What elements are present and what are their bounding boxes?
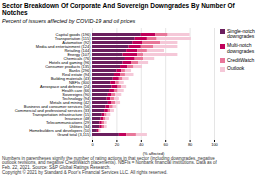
html-text:CreditWatch: CreditWatch [227,56,255,63]
svg-text:Aerospace and defense (24): Aerospace and defense (24) [40,83,91,89]
svg-text:Sovereigns (90): Sovereigns (90) [62,91,91,97]
html-text:outlook revisions, and negativ: outlook revisions, and negative CreditWa… [2,160,217,166]
html-text:Copyright © 2021 by Standard &: Copyright © 2021 by Standard & Poor's Fi… [2,170,168,176]
svg-text:Real estate (94): Real estate (94) [62,71,91,77]
html-text:Sector Breakdown Of Corporate: Sector Breakdown Of Corporate And Sovere… [2,2,235,17]
svg-text:Insurance (48): Insurance (48) [64,115,91,121]
svg-text:Banks (296): Banks (296) [68,67,91,73]
svg-text:Telecommunications (29): Telecommunications (29) [46,119,91,125]
html-text:Feb. 22, 2021. Source: S&P Glo: Feb. 22, 2021. Source: S&P Global Rating… [2,165,111,171]
svg-text:NBFIs (300): NBFIs (300) [68,79,91,85]
svg-text:20: 20 [115,142,120,147]
svg-text:Transportation infrastructure: Transportation infrastructure (15) [32,111,91,117]
svg-text:60: 60 [163,142,168,147]
svg-text:Energy (107): Energy (107) [67,51,91,57]
svg-text:Technology (94): Technology (94) [62,95,91,101]
svg-text:80: 80 [188,142,193,147]
svg-text:(% affected): (% affected) [143,150,165,155]
svg-text:Transportation (115): Transportation (115) [54,35,91,41]
html-text:Percent of issuers affected by: Percent of issuers affected by COVID-19 … [2,17,136,24]
svg-text:Media and entertainment (124): Media and entertainment (124) [35,43,91,49]
svg-text:Building materials (43): Building materials (43) [50,75,91,81]
svg-text:Grand total (3,115): Grand total (3,115) [57,132,91,137]
html-text:Single-notch downgrades: Single-notch downgrades [227,27,255,40]
svg-text:Metals and mining (42): Metals and mining (42) [49,99,91,105]
svg-text:Health care (66): Health care (66) [61,87,91,93]
svg-text:Utilities (34): Utilities (34) [69,123,91,129]
svg-text:Business and consumer services: Business and consumer services (56) [23,103,91,109]
svg-text:Hotels and gaming (96): Hotels and gaming (96) [48,59,91,65]
html-text:Outlook: Outlook [227,65,245,72]
svg-text:100: 100 [211,142,218,147]
svg-text:Automotive (92): Automotive (92) [62,39,91,45]
svg-text:40: 40 [139,142,144,147]
svg-text:Consumer products (135): Consumer products (135) [45,63,91,69]
svg-text:Homebuilders and developers (1: Homebuilders and developers (10) [29,127,91,133]
html-text:Multi-notch downgrades: Multi-notch downgrades [227,42,255,54]
svg-text:Chemicals (76): Chemicals (76) [63,55,91,61]
html-text:Numbers in parentheses signify: Numbers in parentheses signify the numbe… [2,155,215,161]
svg-text:Commercial and professional se: Commercial and professional services (33… [14,107,91,113]
svg-text:Capital goods (196): Capital goods (196) [55,31,91,37]
svg-text:0: 0 [91,142,94,147]
svg-text:Retailing (144): Retailing (144) [64,47,91,53]
